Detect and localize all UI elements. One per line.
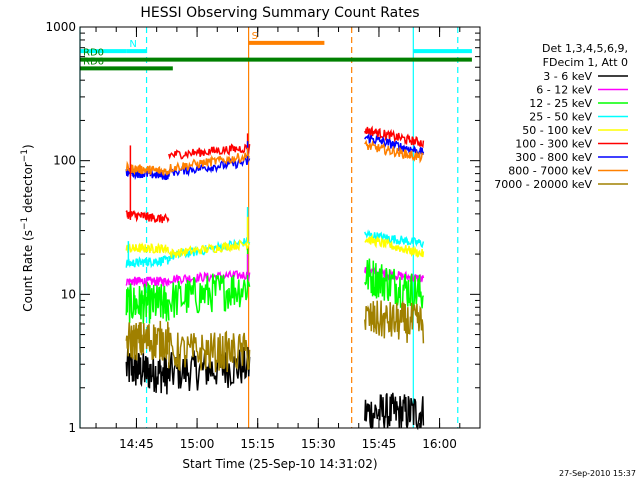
x-tick-label: 16:00: [422, 437, 457, 451]
legend: Det 1,3,4,5,6,9,FDecim 1, Att 03 - 6 keV…: [494, 42, 628, 191]
series-line: [364, 139, 424, 164]
flag-label: N: [129, 39, 136, 50]
series-group: [125, 125, 425, 431]
y-axis-ticks: 1 10 100 1000: [45, 20, 480, 435]
series-line: [125, 281, 170, 324]
x-tick-label: 15:30: [301, 437, 336, 451]
flag-label: RD0: [83, 48, 104, 59]
legend-entry-label: 3 - 6 keV: [543, 70, 592, 83]
series-line: [364, 229, 425, 249]
x-axis-label: Start Time (25-Sep-10 14:31:02): [182, 457, 377, 471]
legend-entry-label: 100 - 300 keV: [515, 138, 592, 151]
series-line: [168, 143, 251, 160]
series-line: [364, 392, 425, 431]
x-tick-label: 15:00: [180, 437, 215, 451]
legend-entry-label: 25 - 50 keV: [529, 111, 592, 124]
series-line: [168, 239, 251, 258]
series-line: [168, 269, 251, 285]
legend-entry-label: 300 - 800 keV: [515, 151, 592, 164]
plot-frame: [79, 26, 481, 429]
series-line: [125, 320, 170, 361]
y-label-close: ): [21, 144, 35, 149]
legend-entry-label: 50 - 100 keV: [522, 124, 592, 137]
series-line: [125, 348, 170, 395]
series-line: [168, 273, 251, 318]
series-line: [168, 152, 250, 175]
legend-header: Det 1,3,4,5,6,9,: [542, 42, 628, 55]
y-label-main: Count Rate (s: [21, 230, 35, 312]
series-line: [125, 276, 170, 289]
legend-entry-label: 800 - 7000 keV: [508, 165, 592, 178]
flag-label: RD6: [83, 56, 104, 67]
x-tick-label: 15:45: [362, 437, 397, 451]
chart-title: HESSI Observing Summary Count Rates: [140, 5, 419, 21]
series-line: [125, 210, 170, 224]
series-line: [364, 133, 425, 157]
y-tick-label: 10: [61, 287, 76, 301]
series-line: [125, 241, 170, 255]
legend-entry-label: 7000 - 20000 keV: [494, 178, 592, 191]
x-axis-ticks: 14:45 15:00 15:15 15:30 15:45 16:00: [95, 27, 481, 451]
y-axis-label: Count Rate (s−1 detector−1): [20, 144, 35, 311]
series-line: [364, 125, 425, 149]
y-tick-label: 1000: [45, 20, 76, 34]
series-line: [125, 255, 170, 269]
y-label-exp2: −1: [20, 149, 30, 162]
legend-entry-label: 12 - 25 keV: [529, 97, 592, 110]
footer-timestamp: 27-Sep-2010 15:37: [559, 469, 636, 478]
series-line: [364, 234, 425, 258]
x-tick-label: 15:15: [240, 437, 275, 451]
y-tick-label: 100: [53, 154, 76, 168]
legend-header: FDecim 1, Att 0: [543, 56, 628, 69]
series-line: [364, 300, 425, 344]
y-label-exp1: −1: [20, 217, 30, 230]
series-line: [125, 160, 170, 176]
y-label-mid: detector: [21, 162, 35, 217]
y-tick-label: 1: [68, 421, 76, 435]
series-line: [168, 330, 251, 373]
legend-entry-label: 6 - 12 keV: [536, 84, 592, 97]
x-tick-label: 14:45: [119, 437, 154, 451]
flag-label: S: [252, 31, 258, 42]
